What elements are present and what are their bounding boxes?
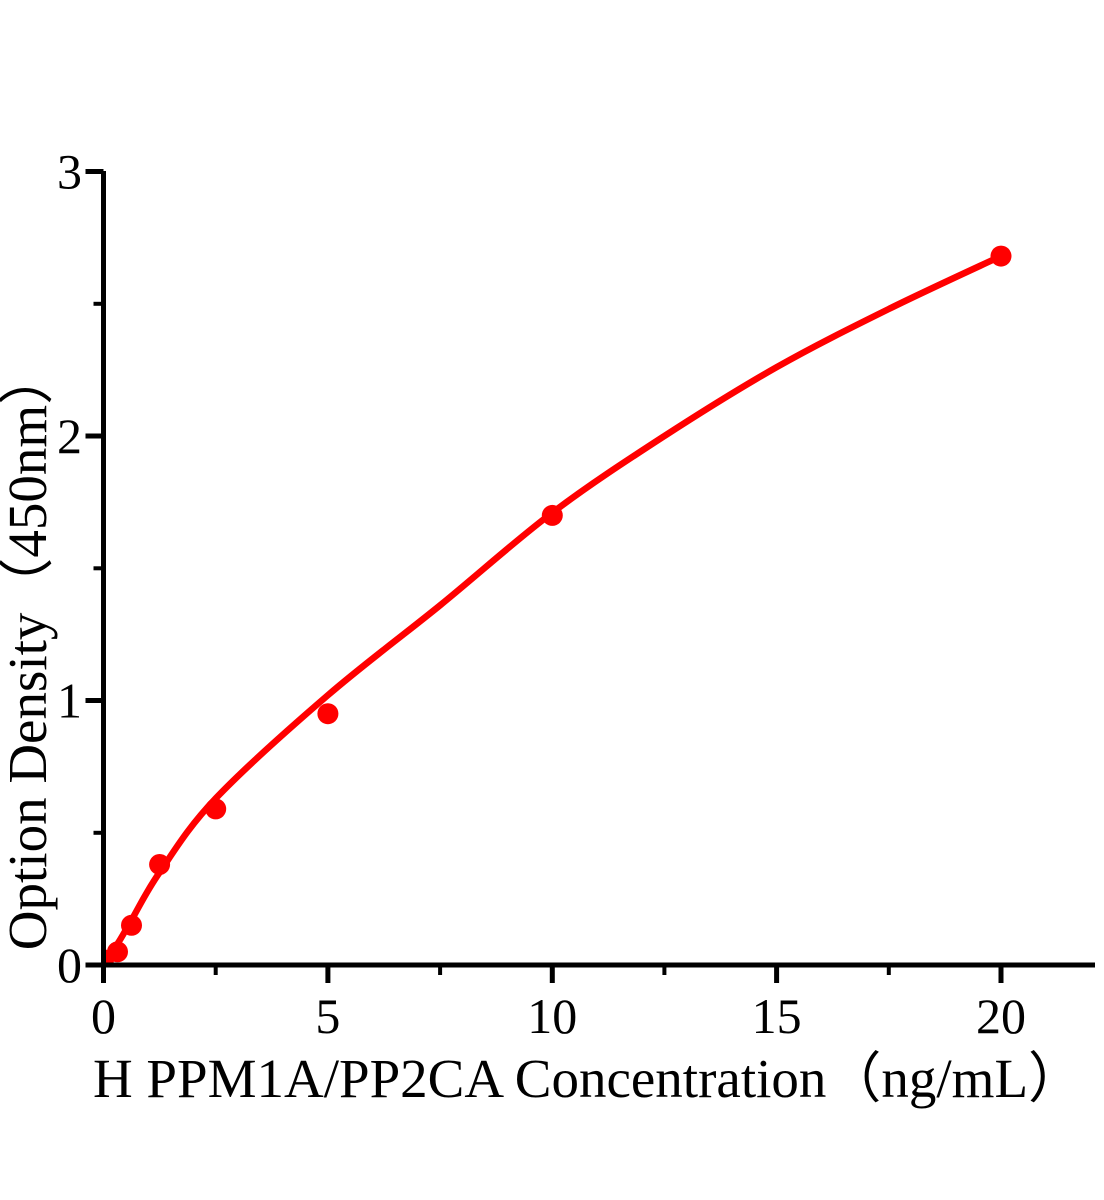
data-point	[205, 798, 227, 820]
y-tick-label: 0	[57, 937, 82, 993]
x-tick-label: 5	[315, 988, 340, 1044]
x-tick-label: 10	[527, 988, 577, 1044]
x-tick-label: 0	[91, 988, 116, 1044]
data-point	[149, 854, 171, 875]
data-point	[107, 941, 128, 963]
data-point	[317, 703, 339, 725]
data-point	[541, 504, 563, 526]
y-tick-label: 3	[57, 144, 82, 200]
x-tick-label: 20	[976, 988, 1026, 1044]
data-point	[121, 914, 142, 936]
x-axis-title: H PPM1A/PP2CA Concentration（ng/mL）	[93, 1048, 1083, 1109]
y-tick-label: 2	[57, 408, 82, 464]
tick-labels: 0 5 10 15 20 0 1 2 3	[57, 144, 1026, 1045]
fit-curve-line	[103, 252, 1005, 965]
axes	[85, 169, 1095, 983]
data-point	[990, 245, 1012, 267]
x-tick-label: 15	[752, 988, 802, 1044]
data-series	[103, 245, 1012, 965]
y-axis-title: Option Density（450nm）	[0, 350, 58, 950]
y-tick-label: 1	[57, 673, 82, 729]
